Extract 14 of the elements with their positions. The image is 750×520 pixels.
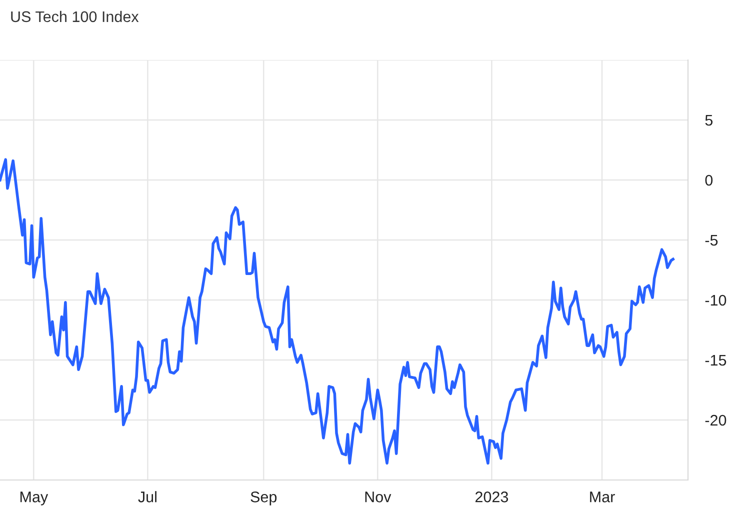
x-tick-label: Sep	[250, 492, 277, 506]
y-tick-label: 0	[705, 174, 713, 186]
y-tick-label: 5	[705, 115, 713, 126]
x-tick-label: Nov	[365, 492, 392, 502]
chart-title: US Tech 100 Index	[11, 10, 139, 22]
y-tick-label: -5	[705, 235, 718, 246]
x-tick-label: 2023	[475, 492, 508, 502]
y-tick-label: -15	[705, 355, 726, 366]
x-tick-label: May	[20, 492, 48, 506]
x-tick-label: Jul	[138, 491, 156, 502]
y-tick-label: -10	[705, 294, 726, 306]
x-tick-label: Mar	[590, 492, 615, 502]
y-tick-label: -20	[705, 414, 726, 426]
line-series	[0, 158, 674, 465]
